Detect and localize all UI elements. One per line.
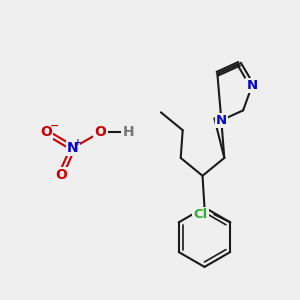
Text: Cl: Cl: [194, 208, 208, 221]
Text: H: H: [122, 125, 134, 139]
Text: O: O: [55, 168, 67, 182]
Text: O: O: [94, 125, 106, 139]
Text: N: N: [67, 141, 79, 155]
Text: N: N: [216, 114, 227, 127]
Text: O: O: [40, 125, 52, 139]
Text: N: N: [247, 79, 258, 92]
Text: −: −: [50, 121, 60, 131]
Text: +: +: [74, 138, 82, 147]
